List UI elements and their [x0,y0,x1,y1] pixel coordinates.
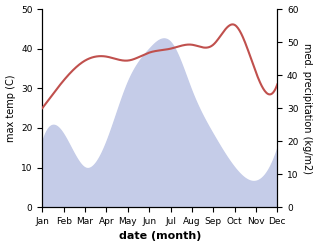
X-axis label: date (month): date (month) [119,231,201,242]
Y-axis label: max temp (C): max temp (C) [5,74,16,142]
Y-axis label: med. precipitation (kg/m2): med. precipitation (kg/m2) [302,43,313,174]
